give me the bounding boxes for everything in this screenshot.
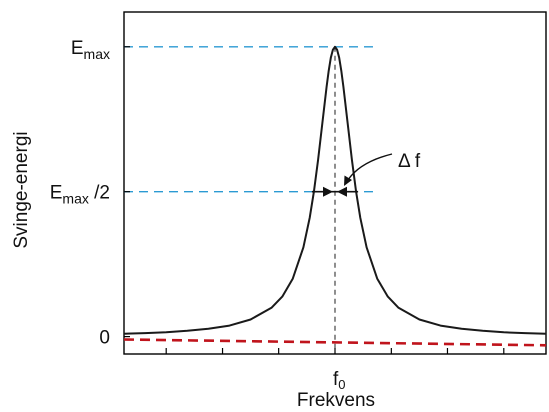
y-tick-label-1: Emax /2 bbox=[50, 183, 110, 207]
y-tick-label-2: 0 bbox=[99, 328, 110, 349]
width-arrowhead-left bbox=[323, 186, 333, 197]
reference-lines bbox=[124, 46, 373, 354]
x-axis-label: Frekvens bbox=[297, 390, 375, 411]
annotation-label: Δ f bbox=[398, 151, 421, 172]
series-line-1 bbox=[123, 338, 547, 347]
series-line-0 bbox=[123, 45, 547, 335]
series-lines bbox=[123, 45, 547, 347]
annotation-arrowhead bbox=[344, 175, 352, 186]
annotation-curved-arrow bbox=[347, 153, 393, 181]
y-axis-label: Svinge-energi bbox=[11, 131, 32, 248]
y-tick-labels: Emax Emax /2 0 bbox=[50, 38, 110, 349]
axis-ticks bbox=[124, 46, 505, 354]
delta-f-annotation: Δ f bbox=[311, 151, 421, 197]
width-arrowhead-right bbox=[337, 186, 347, 197]
x-tick-label: f0 bbox=[333, 369, 346, 392]
width-arrows bbox=[311, 186, 359, 197]
y-tick-label-0: Emax bbox=[71, 38, 110, 62]
